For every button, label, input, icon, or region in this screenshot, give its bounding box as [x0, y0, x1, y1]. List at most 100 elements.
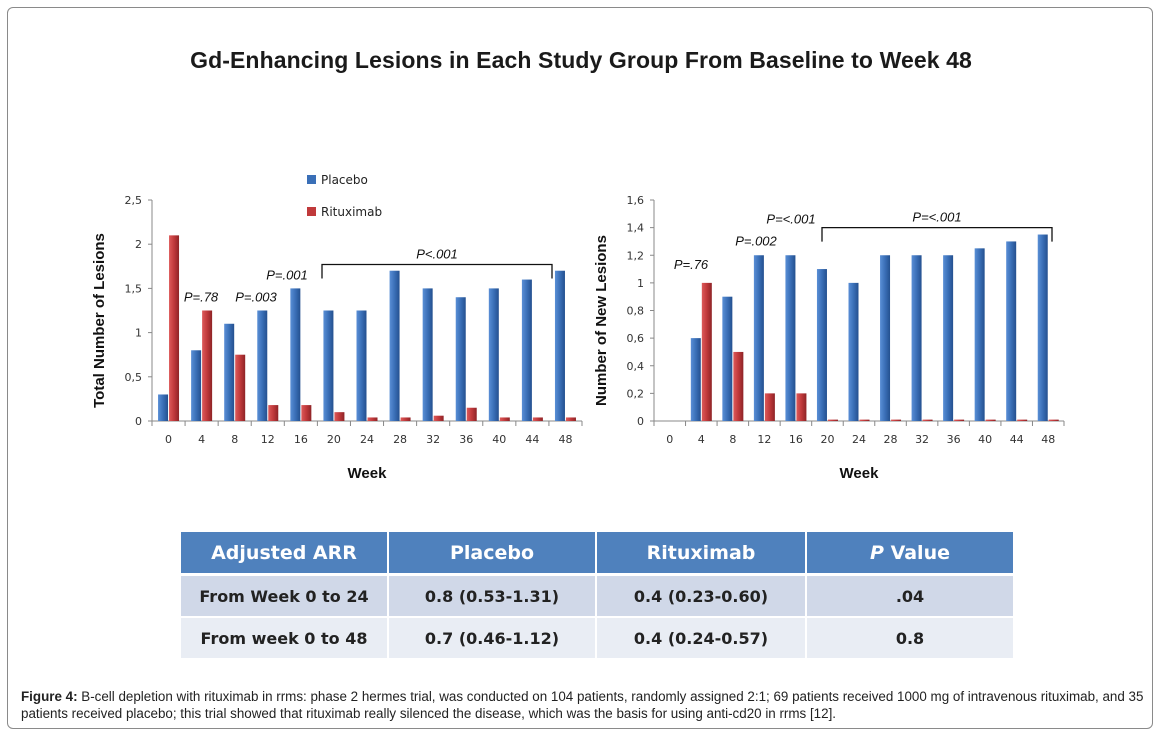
x-tick-label: 16 [294, 433, 308, 446]
caption-text: B-cell depletion with rituximab in rrms:… [21, 689, 1144, 721]
x-tick-label: 0 [165, 433, 172, 446]
bar-placebo [323, 310, 334, 421]
bar-placebo [389, 270, 400, 421]
bar-placebo [521, 279, 532, 421]
bar-rituximab [859, 419, 870, 421]
y-tick-label: 1,2 [627, 249, 645, 262]
bar-rituximab [1048, 419, 1059, 421]
y-tick-label: 0,6 [627, 332, 645, 345]
bar-rituximab [433, 415, 444, 421]
y-tick-label: 2,5 [125, 194, 143, 207]
table-header-row: Adjusted ARR Placebo Rituximab P Value [181, 532, 1013, 576]
significance-bracket [321, 263, 553, 279]
bar-placebo [257, 310, 268, 421]
y-tick-label: 1,5 [125, 282, 143, 295]
bar-placebo [290, 288, 301, 421]
p-value-annotation: P=.003 [235, 290, 277, 305]
header-rituximab: Rituximab [596, 532, 807, 576]
cell-p-value: .04 [806, 574, 1013, 618]
bar-placebo [816, 269, 827, 421]
x-axis-title: Week [840, 465, 880, 482]
bar-rituximab [985, 419, 996, 421]
bar-rituximab [701, 282, 712, 421]
y-axis-title: Total Number of Lesions [91, 233, 108, 408]
x-tick-label: 40 [978, 433, 992, 446]
significance-bracket [821, 226, 1053, 242]
cell-rituximab: 0.4 (0.23-0.60) [596, 574, 807, 618]
x-tick-label: 12 [757, 433, 771, 446]
bar-rituximab [532, 417, 543, 421]
x-tick-label: 28 [884, 433, 898, 446]
x-tick-label: 28 [393, 433, 407, 446]
y-axis-title: Number of New Lesions [593, 235, 610, 406]
bar-placebo [943, 255, 954, 421]
bar-rituximab [400, 417, 411, 421]
header-p-rest: Value [883, 541, 950, 564]
bar-rituximab [733, 351, 744, 421]
bar-rituximab [796, 393, 807, 421]
bar-rituximab [827, 419, 838, 421]
bar-rituximab [169, 235, 180, 421]
p-value-annotation: P=.76 [674, 257, 709, 272]
header-p-italic: P [870, 541, 884, 564]
p-value-annotation: P<.001 [416, 247, 458, 262]
bar-rituximab [1017, 419, 1028, 421]
bar-rituximab [202, 310, 213, 421]
x-tick-label: 20 [327, 433, 341, 446]
header-adjusted-arr: Adjusted ARR [181, 532, 389, 576]
bar-rituximab [367, 417, 378, 421]
y-tick-label: 2 [135, 238, 142, 251]
x-tick-label: 44 [1010, 433, 1024, 446]
cell-period: From Week 0 to 24 [181, 574, 389, 618]
x-tick-label: 4 [698, 433, 705, 446]
table-row: From week 0 to 48 0.7 (0.46-1.12) 0.4 (0… [181, 617, 1013, 660]
bar-placebo [880, 255, 891, 421]
legend-swatch-rituximab [307, 207, 316, 216]
adjusted-arr-table: Adjusted ARR Placebo Rituximab P Value F… [181, 532, 1013, 660]
x-axis-title: Week [348, 465, 388, 482]
header-placebo: Placebo [388, 532, 597, 576]
bar-placebo [690, 338, 701, 421]
y-tick-label: 1 [135, 327, 142, 340]
bar-rituximab [764, 393, 775, 421]
bar-placebo [224, 323, 235, 421]
x-tick-label: 32 [915, 433, 929, 446]
bar-placebo [911, 255, 922, 421]
bar-placebo [722, 296, 733, 421]
bar-placebo [488, 288, 499, 421]
x-tick-label: 20 [820, 433, 834, 446]
bar-rituximab [301, 405, 312, 421]
x-tick-label: 40 [492, 433, 506, 446]
bar-rituximab [891, 419, 902, 421]
y-tick-label: 1 [637, 277, 644, 290]
cell-rituximab: 0.4 (0.24-0.57) [596, 617, 807, 660]
x-tick-label: 44 [525, 433, 539, 446]
bar-rituximab [954, 419, 965, 421]
bar-rituximab [922, 419, 933, 421]
y-tick-label: 1,4 [627, 222, 645, 235]
bar-rituximab [268, 405, 279, 421]
legend-swatch-placebo [307, 175, 316, 184]
cell-placebo: 0.7 (0.46-1.12) [388, 617, 597, 660]
bar-placebo [785, 255, 796, 421]
bar-placebo [974, 248, 985, 421]
x-tick-label: 0 [666, 433, 673, 446]
bar-placebo [455, 297, 466, 421]
x-tick-label: 12 [261, 433, 275, 446]
bar-rituximab [466, 407, 477, 421]
p-value-annotation: P=<.001 [912, 210, 961, 225]
cell-p-value: 0.8 [806, 617, 1013, 660]
bar-rituximab [565, 417, 576, 421]
figure-title: Gd-Enhancing Lesions in Each Study Group… [190, 47, 972, 73]
p-value-annotation: P=.78 [184, 290, 219, 305]
figure-caption: Figure 4: B-cell depletion with rituxima… [21, 688, 1146, 722]
header-p-value: P Value [806, 532, 1013, 576]
y-tick-label: 0 [637, 415, 644, 428]
x-tick-label: 4 [198, 433, 205, 446]
y-tick-label: 0,8 [627, 305, 645, 318]
bar-placebo [1037, 234, 1048, 421]
bar-rituximab [334, 412, 345, 421]
table-row: From Week 0 to 24 0.8 (0.53-1.31) 0.4 (0… [181, 574, 1013, 618]
